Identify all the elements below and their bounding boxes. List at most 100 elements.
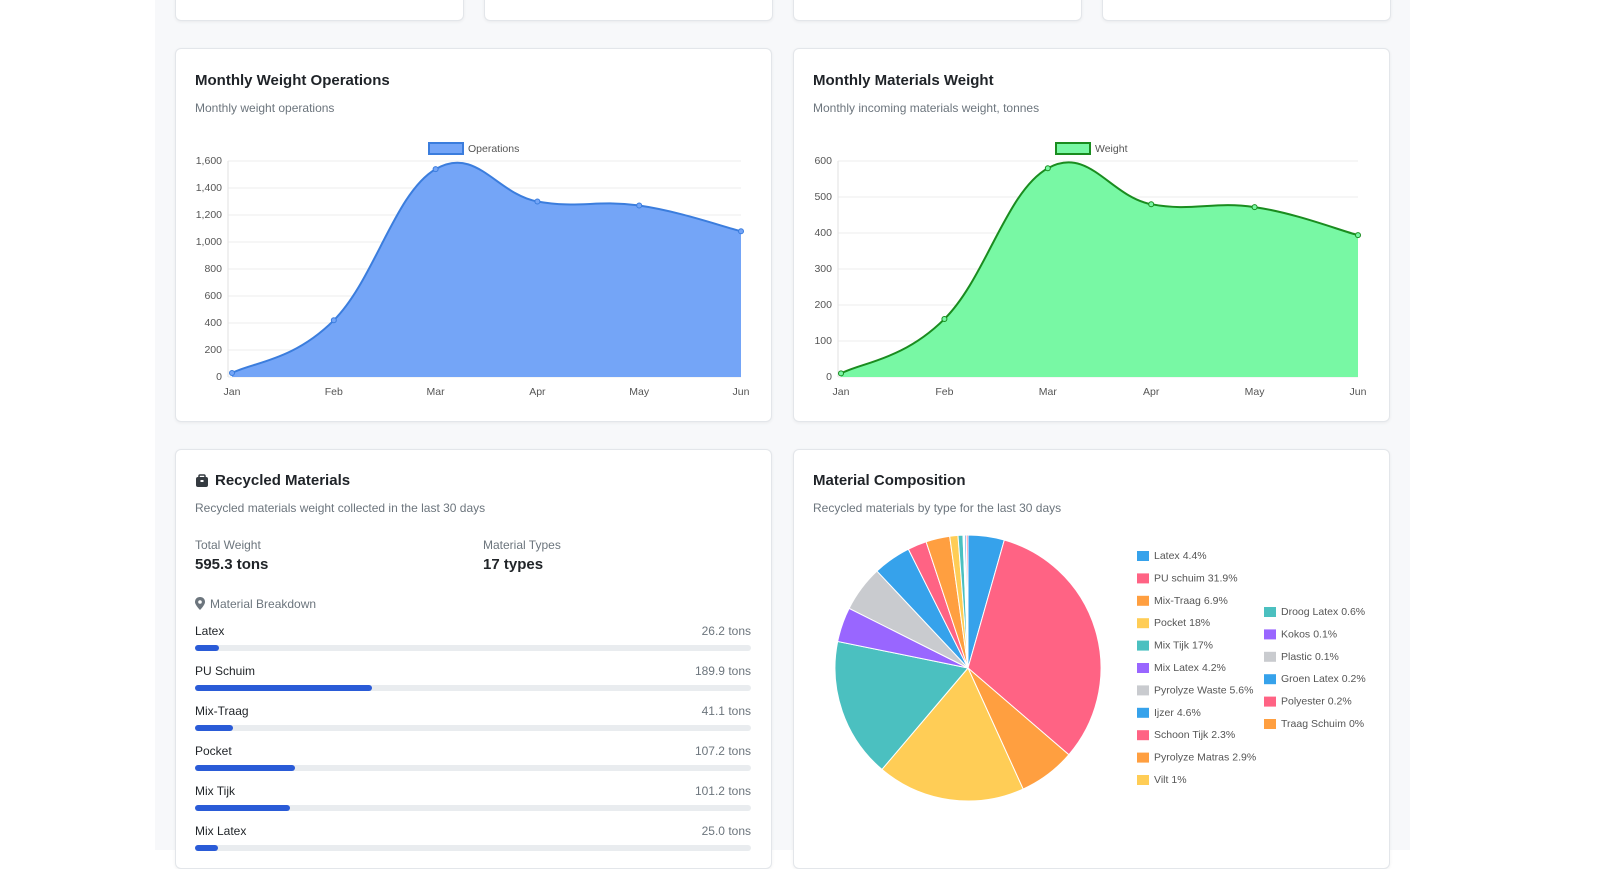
material-weight: 26.2 tons bbox=[701, 624, 751, 638]
legend-name: Ijzer bbox=[1154, 707, 1174, 719]
material-name: Pocket bbox=[195, 744, 232, 758]
point bbox=[738, 228, 744, 235]
point bbox=[838, 370, 844, 377]
progress-track bbox=[195, 805, 751, 811]
legend-name: Pyrolyze Waste bbox=[1154, 684, 1227, 696]
x-tick-label: Feb bbox=[935, 386, 953, 398]
material-name: Mix Tijk bbox=[195, 784, 235, 798]
legend-swatch bbox=[1264, 696, 1276, 707]
progress-track bbox=[195, 725, 751, 731]
progress-track bbox=[195, 765, 751, 771]
legend-label: Pyrolyze Matras 2.9% bbox=[1154, 751, 1256, 763]
x-tick-label: Jan bbox=[833, 386, 850, 398]
legend-label: Polyester 0.2% bbox=[1281, 695, 1352, 707]
x-tick-label: May bbox=[629, 386, 650, 398]
legend-name: Traag Schuim bbox=[1281, 718, 1346, 730]
legend-swatch bbox=[1264, 674, 1276, 685]
legend-swatch bbox=[1137, 775, 1149, 785]
card-title: Monthly Weight Operations bbox=[195, 72, 390, 89]
box-icon bbox=[196, 474, 208, 487]
legend-value: 2.9% bbox=[1232, 751, 1256, 763]
legend-name: Polyester bbox=[1281, 695, 1325, 707]
legend-value: 1% bbox=[1171, 774, 1186, 786]
pie-slice bbox=[834, 640, 969, 771]
legend-swatch bbox=[1264, 719, 1276, 729]
legend-label: Kokos 0.1% bbox=[1281, 628, 1337, 640]
legend-value: 2.3% bbox=[1211, 729, 1235, 741]
stat-card bbox=[175, 0, 464, 21]
legend-swatch bbox=[1137, 707, 1149, 718]
card-title: Recycled Materials bbox=[215, 472, 351, 489]
legend-value: 4.2% bbox=[1202, 662, 1226, 674]
legend-swatch bbox=[1137, 730, 1149, 741]
legend-label: Mix-Traag 6.9% bbox=[1154, 595, 1228, 607]
legend-swatch bbox=[1137, 685, 1149, 696]
material-weight: 101.2 tons bbox=[694, 784, 751, 798]
legend-value: 4.6% bbox=[1177, 707, 1201, 719]
legend-swatch bbox=[1264, 651, 1276, 662]
x-tick-label: Mar bbox=[1039, 386, 1058, 398]
area-fill bbox=[841, 162, 1358, 377]
y-tick-label: 1,600 bbox=[196, 155, 222, 167]
legend-name: Pyrolyze Matras bbox=[1154, 751, 1229, 763]
legend-name: Plastic bbox=[1281, 651, 1312, 663]
x-tick-label: Apr bbox=[1143, 386, 1160, 398]
progress-bar bbox=[195, 645, 220, 651]
legend-label: Operations bbox=[468, 143, 519, 155]
y-tick-label: 400 bbox=[204, 317, 222, 329]
point bbox=[1251, 204, 1258, 211]
point bbox=[1148, 201, 1155, 208]
card-subtitle: Recycled materials by type for the last … bbox=[813, 501, 1062, 515]
material-weight: 25.0 tons bbox=[701, 824, 751, 838]
point bbox=[534, 198, 541, 205]
legend-label: Groen Latex 0.2% bbox=[1281, 673, 1366, 685]
y-tick-label: 0 bbox=[826, 371, 832, 383]
legend-swatch bbox=[1137, 752, 1149, 763]
legend-value: 0.1% bbox=[1313, 628, 1337, 640]
charts: 0 200 400 600 800 1,000 1,200 1,400 1,600 Jan Feb M… bbox=[196, 142, 1367, 802]
legend-name: Mix-Traag bbox=[1154, 595, 1201, 607]
legend-swatch bbox=[1137, 595, 1149, 606]
y-tick-label: 1,000 bbox=[196, 236, 222, 248]
area-fill bbox=[232, 162, 741, 377]
progress-bar bbox=[195, 845, 219, 851]
legend-label: Ijzer 4.6% bbox=[1154, 707, 1201, 719]
y-tick-label: 600 bbox=[204, 290, 222, 302]
legend-value: 5.6% bbox=[1230, 684, 1254, 696]
legend-name: Vilt bbox=[1154, 774, 1168, 786]
point bbox=[432, 166, 439, 173]
legend-value: 17% bbox=[1192, 639, 1213, 651]
legend-name: Pocket bbox=[1154, 617, 1186, 629]
legend-value: 0.1% bbox=[1315, 651, 1339, 663]
legend-swatch bbox=[428, 142, 464, 155]
point bbox=[636, 202, 643, 209]
legend-value: 0.2% bbox=[1342, 673, 1366, 685]
x-tick-label: Jun bbox=[1350, 386, 1367, 398]
legend-swatch bbox=[1137, 573, 1149, 584]
material-weight: 189.9 tons bbox=[694, 664, 751, 678]
progress-track bbox=[195, 685, 751, 691]
legend-value: 6.9% bbox=[1204, 595, 1228, 607]
legend-value: 0% bbox=[1349, 718, 1364, 730]
material-name: Mix-Traag bbox=[195, 704, 249, 718]
progress-track bbox=[195, 845, 751, 851]
legend-value: 31.9% bbox=[1208, 572, 1238, 584]
legend-swatch bbox=[1137, 618, 1149, 629]
legend-label: Mix Tijk 17% bbox=[1154, 639, 1213, 651]
point bbox=[229, 369, 235, 376]
point bbox=[1355, 232, 1361, 239]
stat-label: Material Types bbox=[483, 538, 561, 552]
pie-slice bbox=[967, 539, 1102, 756]
point bbox=[330, 317, 337, 324]
legend-label: Pyrolyze Waste 5.6% bbox=[1154, 684, 1253, 696]
card-title: Material Composition bbox=[813, 472, 966, 489]
progress-bar bbox=[195, 765, 296, 771]
material-name: PU Schuim bbox=[195, 664, 256, 678]
material-name: Latex bbox=[195, 624, 225, 638]
legend-label: Plastic 0.1% bbox=[1281, 651, 1339, 663]
card-subtitle: Recycled materials weight collected in t… bbox=[195, 501, 486, 515]
legend-swatch bbox=[1264, 629, 1276, 640]
legend-name: Latex bbox=[1154, 550, 1180, 562]
x-tick-label: Jan bbox=[224, 386, 241, 398]
y-tick-label: 0 bbox=[216, 371, 222, 383]
